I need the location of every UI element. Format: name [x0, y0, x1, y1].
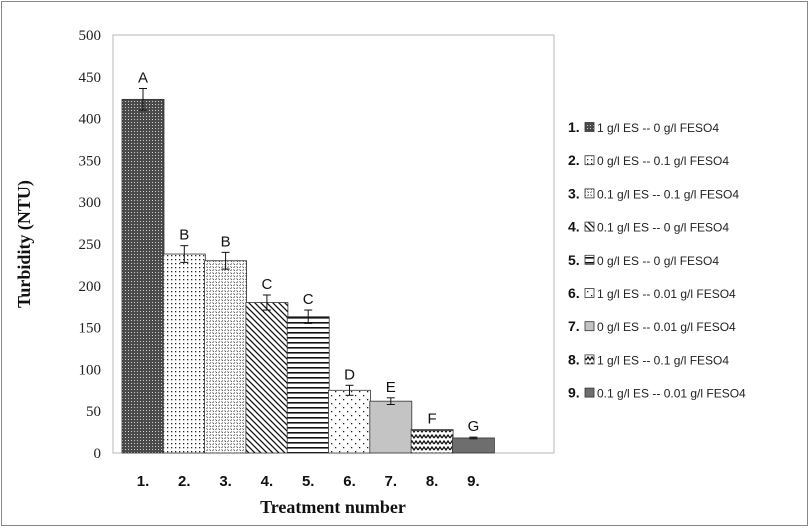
legend-swatch [584, 254, 595, 265]
legend-swatch [584, 122, 595, 132]
significance-letter: B [179, 227, 189, 244]
x-tick-label: 2. [178, 473, 191, 490]
legend-number: 5. [568, 252, 580, 268]
bar [245, 302, 289, 454]
legend-label: 0.1 g/l ES -- 0.01 g/l FESO4 [597, 387, 746, 401]
bar [451, 437, 495, 454]
significance-letter: B [221, 233, 231, 250]
bars: A B B C C D E F G [121, 70, 495, 454]
y-tick-label: 200 [79, 279, 102, 295]
x-axis-label: Treatment number [260, 497, 406, 517]
legend-number: 7. [568, 318, 580, 334]
legend-label: 0.1 g/l ES -- 0 g/l FESO4 [597, 221, 729, 235]
bar-chart: Turbidity (NTU) Treatment number 0 50 100 1… [14, 28, 746, 517]
y-tick-label: 450 [79, 70, 102, 86]
significance-letter: F [428, 411, 437, 428]
x-tick-label: 4. [261, 473, 274, 490]
x-tick-label: 5. [302, 473, 315, 490]
bar [369, 400, 413, 454]
significance-letter: D [344, 366, 355, 383]
legend-number: 6. [568, 285, 580, 301]
y-tick-label: 250 [79, 237, 102, 253]
y-tick-label: 300 [79, 195, 102, 211]
x-tick-label: 8. [426, 473, 439, 490]
legend-label: 0 g/l ES -- 0.1 g/l FESO4 [597, 154, 729, 168]
legend-number: 8. [568, 351, 580, 367]
y-tick-label: 50 [86, 404, 101, 420]
x-tick-label: 6. [343, 473, 356, 490]
y-tick-label: 350 [79, 153, 102, 169]
y-tick-label: 500 [79, 28, 102, 44]
legend-label: 0 g/l ES -- 0 g/l FESO4 [597, 254, 719, 268]
significance-letter: E [386, 379, 396, 396]
legend-swatch [584, 321, 595, 332]
legend-number: 4. [568, 219, 580, 235]
bar [328, 389, 371, 454]
legend-label: 1 g/l ES -- 0 g/l FESO4 [597, 121, 719, 135]
legend-label: 1 g/l ES -- 0.1 g/l FESO4 [597, 353, 729, 367]
y-axis-ticks: 0 50 100 150 200 250 300 350 400 450 500 [79, 28, 102, 462]
legend-number: 1. [568, 119, 580, 135]
y-tick-label: 100 [79, 362, 102, 378]
x-tick-label: 9. [467, 473, 480, 490]
x-tick-label: 7. [385, 473, 398, 490]
legend-label: 0.1 g/l ES -- 0.1 g/l FESO4 [597, 187, 739, 201]
legend-swatch [584, 188, 595, 199]
legend-number: 2. [568, 152, 580, 168]
bar [162, 253, 206, 454]
significance-letter: C [303, 291, 314, 308]
legend-swatch [584, 354, 595, 365]
legend-number: 9. [568, 385, 580, 401]
legend-swatch [584, 288, 595, 298]
x-axis-ticks: 1. 2. 3. 4. 5. 6. 7. 8. 9. [137, 473, 480, 490]
legend-swatch [584, 221, 595, 232]
y-tick-label: 150 [79, 321, 102, 337]
y-tick-label: 0 [94, 446, 102, 462]
y-axis-label: Turbidity (NTU) [14, 180, 35, 308]
x-tick-label: 3. [219, 473, 232, 490]
significance-letter: G [468, 418, 480, 435]
legend-swatch [584, 387, 595, 398]
significance-letter: A [138, 70, 148, 87]
bar [286, 316, 330, 454]
bar [121, 98, 165, 454]
y-tick-label: 400 [79, 112, 102, 128]
legend: 1. 1 g/l ES -- 0 g/l FESO4 2. 0 g/l ES -- 0… [568, 119, 746, 401]
bar [204, 260, 248, 454]
legend-label: 1 g/l ES -- 0.01 g/l FESO4 [597, 287, 736, 301]
bar [410, 429, 454, 454]
legend-swatch [584, 155, 595, 166]
significance-letter: C [261, 276, 272, 293]
legend-label: 0 g/l ES -- 0.01 g/l FESO4 [597, 320, 736, 334]
x-tick-label: 1. [137, 473, 150, 490]
legend-number: 3. [568, 185, 580, 201]
